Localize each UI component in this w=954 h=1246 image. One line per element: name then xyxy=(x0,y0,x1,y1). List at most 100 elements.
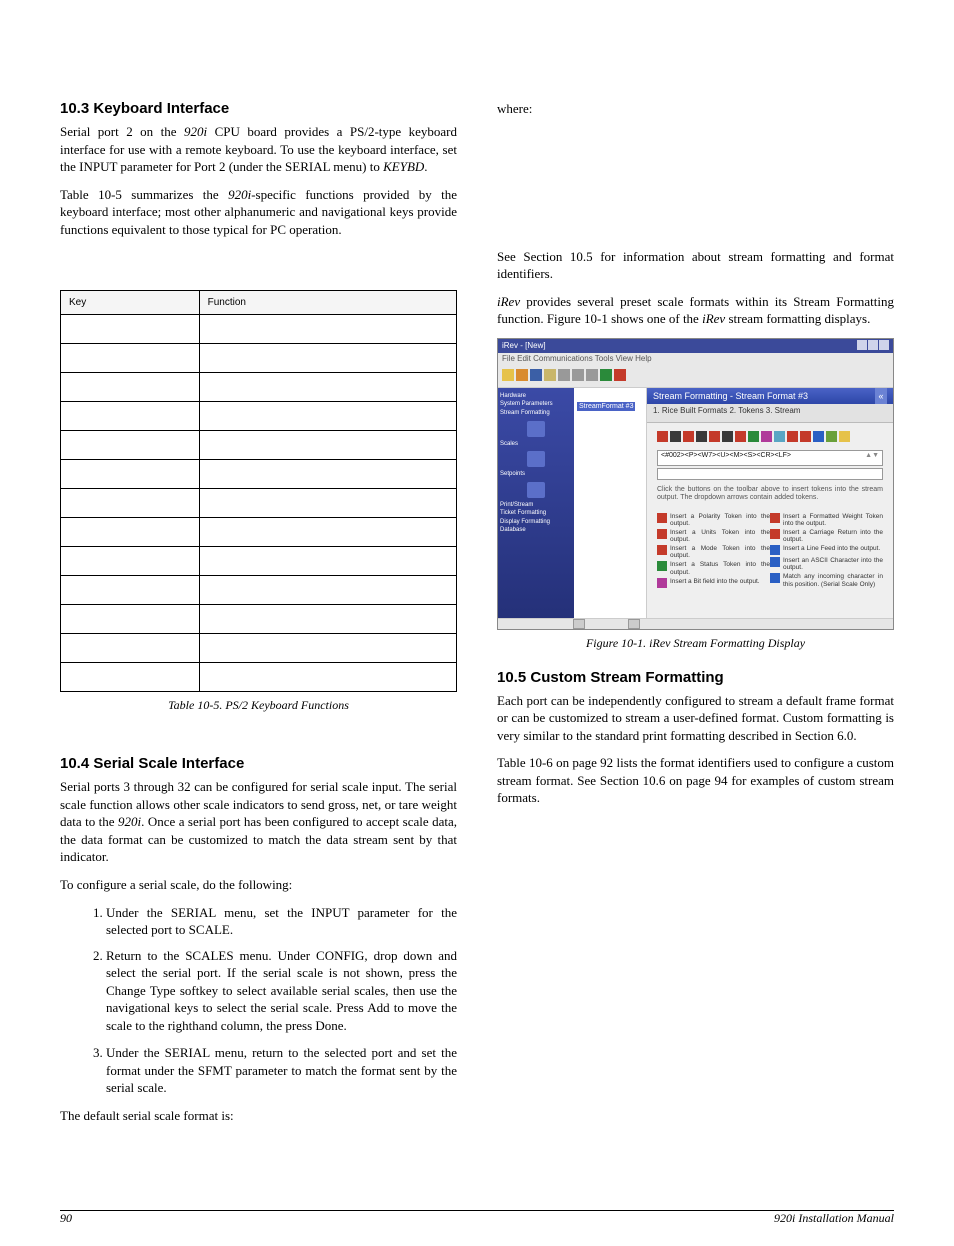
legend-icon xyxy=(657,545,667,555)
sidebar-item: Ticket Formatting xyxy=(500,510,572,517)
table-10-5-caption: Table 10-5. PS/2 Keyboard Functions xyxy=(60,698,457,713)
legend-icon xyxy=(657,578,667,588)
table-row xyxy=(61,315,457,344)
table-row xyxy=(61,605,457,634)
legend-text: Insert a Formatted Weight Token into the… xyxy=(783,513,883,527)
window-title: iRev - [New] xyxy=(502,341,546,350)
scrollbar-h xyxy=(498,618,893,629)
sidebar-item: Print/Stream xyxy=(500,502,572,509)
legend-row: Insert a Units Token into the output. xyxy=(657,529,770,543)
token-icon xyxy=(670,431,681,442)
sidebar: HardwareSystem ParametersStream Formatti… xyxy=(498,388,574,622)
legend-icon xyxy=(770,529,780,539)
format-string: <#002><P><W7><U><M><S><CR><LF> xyxy=(661,452,791,464)
token-icon xyxy=(709,431,720,442)
toolbar-icon xyxy=(586,369,598,381)
step-1: Under the SERIAL menu, set the INPUT par… xyxy=(106,904,457,939)
table-row xyxy=(61,547,457,576)
format-string-box: <#002><P><W7><U><M><S><CR><LF> ▲▼ xyxy=(657,450,883,466)
para-serial-scale-intro: Serial ports 3 through 32 can be configu… xyxy=(60,778,457,866)
model-920i: 920i xyxy=(118,814,141,829)
section-10-4-title: 10.4 Serial Scale Interface xyxy=(60,755,457,772)
legend-text: Insert a Units Token into the output. xyxy=(670,529,770,543)
legend-icon xyxy=(657,513,667,523)
legend-text: Insert an ASCII Character into the outpu… xyxy=(783,557,883,571)
section-10-3-title: 10.3 Keyboard Interface xyxy=(60,100,457,117)
irev: iRev xyxy=(497,294,520,309)
legend-icon xyxy=(770,573,780,583)
legend-row: Insert an ASCII Character into the outpu… xyxy=(770,557,883,571)
step-3: Under the SERIAL menu, return to the sel… xyxy=(106,1044,457,1097)
para-custom-stream: Each port can be independently configure… xyxy=(497,692,894,745)
legend-row: Insert a Formatted Weight Token into the… xyxy=(770,513,883,527)
legend-text: Insert a Mode Token into the output. xyxy=(670,545,770,559)
sidebar-item: System Parameters xyxy=(500,401,572,408)
para-table-10-6: Table 10-6 on page 92 lists the format i… xyxy=(497,754,894,807)
token-icon xyxy=(657,431,668,442)
para-where: where: xyxy=(497,100,894,118)
legend-icon xyxy=(657,529,667,539)
toolbar-icon xyxy=(502,369,514,381)
col-function: Function xyxy=(199,291,456,315)
table-row xyxy=(61,402,457,431)
irev: iRev xyxy=(649,636,670,650)
window-buttons xyxy=(856,340,889,352)
window-titlebar: iRev - [New] xyxy=(498,339,893,353)
sidebar-item: Setpoints xyxy=(500,471,572,478)
legend: Insert a Polarity Token into the output.… xyxy=(657,511,883,590)
legend-row: Insert a Polarity Token into the output. xyxy=(657,513,770,527)
toolbar-icon xyxy=(516,369,528,381)
panel-tabs: 1. Rice Built Formats 2. Tokens 3. Strea… xyxy=(647,404,893,423)
scroll-right-icon xyxy=(628,619,640,629)
model-920i: 920i xyxy=(184,124,207,139)
scroll-icon: ▲▼ xyxy=(865,452,879,464)
table-row xyxy=(61,663,457,692)
legend-icon xyxy=(770,557,780,567)
legend-text: Insert a Line Feed into the output. xyxy=(783,545,880,552)
token-icon xyxy=(748,431,759,442)
section-10-5-title: 10.5 Custom Stream Formatting xyxy=(497,669,894,686)
panel-title: Stream Formatting - Stream Format #3 « xyxy=(647,388,893,404)
token-icon xyxy=(826,431,837,442)
model-920i: 920i xyxy=(228,187,251,202)
menubar: File Edit Communications Tools View Help xyxy=(498,353,893,367)
sidebar-icon xyxy=(527,451,545,467)
legend-text: Insert a Status Token into the output. xyxy=(670,561,770,575)
config-steps: Under the SERIAL menu, set the INPUT par… xyxy=(60,904,457,1035)
table-row xyxy=(61,344,457,373)
figure-10-1-caption: Figure 10-1. iRev Stream Formatting Disp… xyxy=(497,636,894,651)
table-row xyxy=(61,518,457,547)
toolbar-icon xyxy=(530,369,542,381)
table-row xyxy=(61,489,457,518)
config-steps-cont: Under the SERIAL menu, return to the sel… xyxy=(60,1044,457,1097)
sidebar-item: Stream Formatting xyxy=(500,410,572,417)
token-icon xyxy=(813,431,824,442)
para-see-section: See Section 10.5 for information about s… xyxy=(497,248,894,283)
table-10-5: Key Function xyxy=(60,290,457,692)
para-keyboard-intro: Serial port 2 on the 920i CPU board prov… xyxy=(60,123,457,176)
manual-title: 920i Installation Manual xyxy=(774,1211,894,1226)
hint-text: Click the buttons on the toolbar above t… xyxy=(657,486,883,503)
sidebar-item: Database xyxy=(500,527,572,534)
text: Serial port 2 on the xyxy=(60,124,184,139)
legend-row: Match any incoming character in this pos… xyxy=(770,573,883,587)
token-icon xyxy=(735,431,746,442)
table-row xyxy=(61,460,457,489)
panel-title-text: Stream Formatting - Stream Format #3 xyxy=(653,388,808,404)
token-icon xyxy=(722,431,733,442)
step-2: Return to the SCALES menu. Under CONFIG,… xyxy=(106,947,457,1035)
format-cursor-box xyxy=(657,468,883,480)
legend-text: Insert a Polarity Token into the output. xyxy=(670,513,770,527)
text: stream formatting displays. xyxy=(725,311,870,326)
text: Table 10-5 summarizes the xyxy=(60,187,228,202)
legend-row: Insert a Mode Token into the output. xyxy=(657,545,770,559)
toolbar-icon xyxy=(600,369,612,381)
legend-icon xyxy=(770,513,780,523)
token-icon xyxy=(761,431,772,442)
sidebar-item: Scales xyxy=(500,441,572,448)
token-icon xyxy=(683,431,694,442)
keybd: KEYBD xyxy=(383,159,424,174)
panel-collapse-icon: « xyxy=(875,388,887,404)
para-default-format: The default serial scale format is: xyxy=(60,1107,457,1125)
legend-row: Insert a Status Token into the output. xyxy=(657,561,770,575)
